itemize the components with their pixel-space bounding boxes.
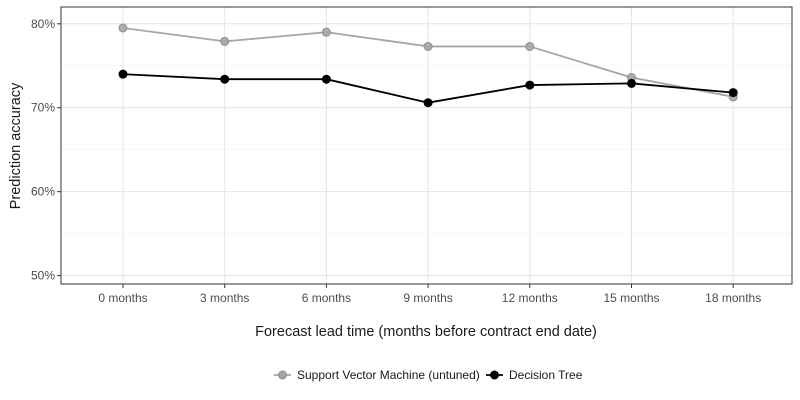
legend-item: Support Vector Machine (untuned) (274, 368, 480, 382)
y-tick-label: 70% (31, 101, 55, 115)
x-axis-title: Forecast lead time (months before contra… (255, 324, 597, 340)
data-point (118, 69, 128, 79)
y-tick-label: 60% (31, 185, 55, 199)
legend-marker (278, 370, 287, 380)
data-point (525, 41, 535, 51)
y-tick-label: 50% (31, 269, 55, 283)
data-point (220, 74, 230, 84)
data-point (220, 36, 230, 46)
data-point (423, 41, 433, 51)
x-tick-label: 6 months (302, 291, 351, 305)
series-support-vector-machine (118, 23, 738, 102)
x-tick-label: 9 months (403, 291, 452, 305)
x-tick-label: 0 months (98, 291, 147, 305)
series-decision-tree (118, 69, 738, 108)
legend-marker (490, 370, 499, 380)
x-tick-label: 12 months (502, 291, 558, 305)
data-point (118, 23, 128, 33)
y-axis: 50% 60% 70% 80% (31, 17, 61, 283)
data-point (321, 27, 331, 37)
y-tick-label: 80% (31, 17, 55, 31)
data-point (423, 98, 433, 108)
data-point (627, 78, 636, 88)
data-point (321, 74, 331, 84)
x-axis: 0 months 3 months 6 months 9 months 12 month… (98, 284, 761, 305)
x-tick-label: 3 months (200, 291, 249, 305)
grid-lines (61, 7, 792, 284)
data-point (525, 80, 535, 90)
data-point (728, 88, 738, 98)
y-axis-title: Prediction accuracy (8, 82, 24, 209)
legend-label: Support Vector Machine (untuned) (297, 368, 480, 382)
legend-label: Decision Tree (509, 368, 583, 382)
legend-item: Decision Tree (486, 368, 583, 382)
series-layer (118, 23, 738, 108)
x-tick-label: 15 months (603, 291, 659, 305)
legend: Support Vector Machine (untuned) Decision… (274, 368, 583, 382)
x-tick-label: 18 months (705, 291, 761, 305)
plot-panel (60, 6, 793, 285)
